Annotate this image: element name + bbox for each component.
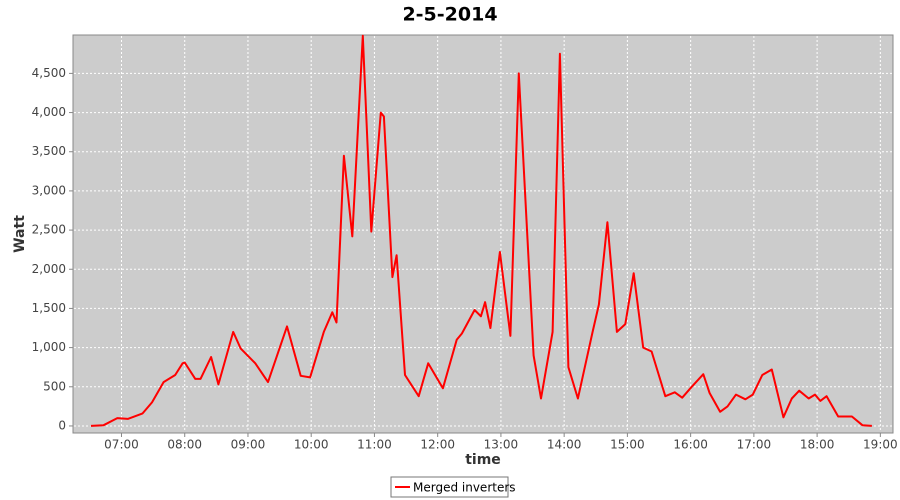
x-tick-label: 11:00 — [357, 438, 392, 452]
x-axis-label: time — [465, 452, 501, 468]
legend — [390, 476, 509, 498]
x-tick-label: 12:00 — [420, 438, 455, 452]
x-tick-label: 07:00 — [104, 438, 139, 452]
line-series — [90, 34, 872, 427]
chart-title: 2-5-2014 — [402, 4, 497, 26]
y-tick-label: 1,000 — [32, 340, 66, 354]
plot-area — [72, 34, 894, 434]
x-tick-label: 16:00 — [673, 438, 708, 452]
y-tick-label: 4,000 — [32, 105, 66, 119]
y-tick-label: 500 — [43, 379, 66, 393]
x-tick-label: 18:00 — [800, 438, 835, 452]
y-tick-label: 1,500 — [32, 301, 66, 315]
y-tick-label: 0 — [58, 418, 66, 432]
legend-label: Merged inverters — [413, 481, 516, 495]
y-tick-label: 2,500 — [32, 223, 66, 237]
x-tick-label: 17:00 — [737, 438, 772, 452]
x-tick-label: 15:00 — [610, 438, 645, 452]
x-tick-label: 09:00 — [231, 438, 266, 452]
x-tick-label: 13:00 — [484, 438, 519, 452]
y-tick-label: 4,500 — [32, 66, 66, 80]
x-tick-label: 14:00 — [547, 438, 582, 452]
x-tick-label: 10:00 — [294, 438, 329, 452]
x-tick-label: 19:00 — [863, 438, 898, 452]
y-axis-label: Watt — [12, 215, 28, 253]
y-tick-label: 3,000 — [32, 183, 66, 197]
x-tick-label: 08:00 — [167, 438, 202, 452]
y-tick-label: 2,000 — [32, 262, 66, 276]
y-tick-label: 3,500 — [32, 144, 66, 158]
